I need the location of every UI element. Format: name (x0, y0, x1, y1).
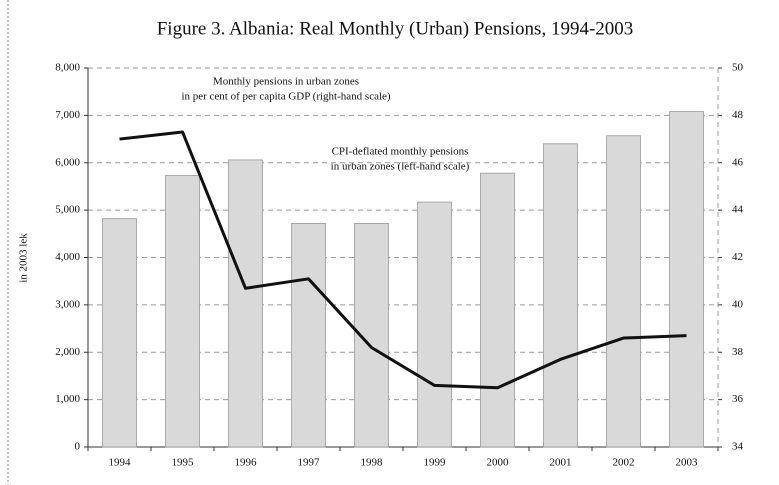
bar (606, 135, 641, 448)
annotation: Monthly pensions in urban zones (213, 76, 359, 88)
bar (228, 159, 263, 448)
x-tick-label: 1996 (235, 457, 258, 469)
x-tick-label: 2000 (487, 457, 510, 469)
chart-title: Figure 3. Albania: Real Monthly (Urban) … (157, 18, 634, 39)
x-tick-label: 2003 (676, 457, 699, 469)
y-tick-label: 2,000 (55, 346, 80, 358)
bar (480, 172, 515, 448)
y2-tick-label: 48 (732, 109, 744, 121)
y-tick-label: 8,000 (55, 62, 80, 74)
x-tick-label: 2001 (550, 457, 572, 469)
annotation: in urban zones (left-hand scale) (331, 161, 470, 173)
line (119, 130, 687, 390)
x-tick-label: 2002 (613, 457, 635, 469)
annotation: CPI-deflated monthly pensions (332, 146, 469, 158)
x-tick-label: 1994 (109, 457, 132, 469)
y2-tick-label: 42 (732, 251, 743, 263)
bar (165, 175, 200, 448)
y-tick-label: 3,000 (55, 298, 80, 310)
bar (669, 111, 704, 448)
y-axis-label: in 2003 lek (18, 233, 30, 283)
y-tick-label: 1,000 (55, 393, 80, 405)
y-tick-label: 5,000 (55, 204, 80, 216)
y-tick-label: 0 (75, 441, 81, 453)
y2-tick-label: 40 (732, 298, 744, 310)
y2-tick-label: 44 (732, 204, 744, 216)
y-tick-label: 7,000 (55, 109, 80, 121)
y-tick-label: 6,000 (55, 156, 80, 168)
bar (417, 201, 452, 448)
y2-tick-label: 46 (732, 156, 744, 168)
x-tick-label: 1998 (361, 457, 384, 469)
y2-tick-label: 34 (732, 441, 744, 453)
annotation: in per cent of per capita GDP (right-han… (181, 91, 390, 103)
x-tick-label: 1999 (424, 457, 447, 469)
y2-tick-label: 38 (732, 346, 744, 358)
x-tick-label: 1995 (172, 457, 195, 469)
bar (291, 222, 326, 448)
x-tick-label: 1997 (298, 457, 321, 469)
y2-tick-label: 36 (732, 393, 744, 405)
bar (102, 218, 137, 448)
y-tick-label: 4,000 (55, 251, 80, 263)
bar (543, 143, 578, 448)
y2-tick-label: 50 (732, 62, 744, 74)
